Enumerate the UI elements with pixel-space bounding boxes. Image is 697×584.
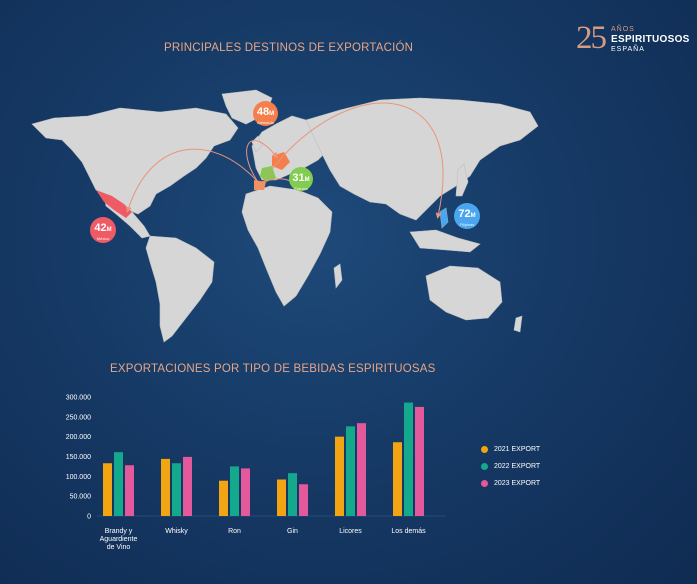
x-tick-label: Gin bbox=[287, 528, 298, 535]
bubble-france: 31M Francia bbox=[289, 167, 313, 191]
bar bbox=[114, 452, 123, 516]
bar bbox=[241, 468, 250, 516]
bar-chart: 0 50.000 100.000 150.000 200.000 250.000 300.0… bbox=[66, 395, 446, 551]
logo-number: 25 bbox=[576, 20, 607, 56]
bar bbox=[335, 436, 344, 516]
legend-item-2021: 2021 EXPORT bbox=[481, 441, 540, 458]
bubble-france-unit: M bbox=[304, 177, 310, 183]
bubble-france-value: 31 bbox=[292, 172, 305, 184]
y-tick-label: 150.000 bbox=[66, 454, 91, 461]
legend-item-2023: 2023 EXPORT bbox=[481, 475, 540, 492]
bar bbox=[230, 466, 239, 516]
logo-line-3: ESPAÑA bbox=[611, 46, 645, 53]
bar bbox=[415, 406, 424, 516]
bar bbox=[288, 473, 297, 516]
bubble-mexico-unit: M bbox=[106, 227, 112, 233]
legend-label-2023: 2023 EXPORT bbox=[494, 480, 541, 487]
legend-swatch-2022 bbox=[481, 463, 488, 470]
legend-swatch-2023 bbox=[481, 480, 488, 487]
y-tick-label: 300.000 bbox=[66, 395, 91, 402]
x-tick-label: Ron bbox=[228, 528, 241, 535]
bubble-germany-country: Alemania bbox=[257, 120, 274, 125]
x-tick-label: Brandy y Aguardiente de Vino bbox=[100, 528, 138, 551]
chart-legend: 2021 EXPORT 2022 EXPORT 2023 EXPORT bbox=[481, 441, 540, 492]
southeast-asia-islands-shape bbox=[409, 229, 481, 253]
bar bbox=[299, 484, 308, 516]
bubble-philippines: 72M Filipinas bbox=[454, 203, 480, 229]
logo-line-1: AÑOS bbox=[611, 26, 635, 33]
australia-shape bbox=[425, 265, 503, 321]
route-mexico bbox=[126, 148, 259, 213]
y-tick-label: 0 bbox=[87, 514, 91, 521]
bar bbox=[404, 402, 413, 516]
legend-label-2022: 2022 EXPORT bbox=[494, 463, 541, 470]
bubble-mexico: 42M México bbox=[90, 217, 116, 243]
spain-highlight bbox=[254, 180, 266, 190]
bubble-philippines-country: Filipinas bbox=[459, 222, 475, 227]
x-tick-label: Licores bbox=[339, 528, 362, 535]
north-america-shape bbox=[31, 107, 239, 215]
bubble-mexico-value: 42 bbox=[94, 222, 107, 234]
y-tick-label: 250.000 bbox=[66, 414, 91, 421]
legend-label-2021: 2021 EXPORT bbox=[494, 446, 541, 453]
y-tick-label: 50.000 bbox=[70, 494, 92, 501]
mexico-highlight bbox=[96, 190, 132, 218]
bubble-mexico-country: México bbox=[96, 236, 110, 241]
bubble-germany-value: 48 bbox=[256, 106, 270, 118]
africa-shape bbox=[241, 185, 333, 307]
bubble-philippines-value: 72 bbox=[458, 208, 471, 220]
bar bbox=[277, 479, 286, 516]
japan-shape bbox=[455, 163, 469, 197]
new-zealand-shape bbox=[513, 315, 523, 333]
legend-swatch-2021 bbox=[481, 446, 488, 453]
chart-title: EXPORTACIONES POR TIPO DE BEBIDAS ESPIRI… bbox=[110, 363, 436, 375]
south-america-shape bbox=[145, 235, 215, 343]
x-tick-label: Whisky bbox=[165, 528, 188, 535]
y-tick-label: 100.000 bbox=[66, 474, 91, 481]
bar bbox=[183, 456, 192, 516]
logo-line-2: ESPIRITUOSOS bbox=[611, 34, 690, 45]
bubble-germany-unit: M bbox=[269, 111, 275, 117]
philippines-highlight bbox=[440, 208, 448, 228]
x-tick-label: Los demás bbox=[391, 528, 426, 535]
bar bbox=[161, 458, 170, 516]
bar bbox=[125, 465, 134, 516]
bar bbox=[346, 426, 355, 516]
bar bbox=[172, 463, 181, 516]
route-philippines bbox=[263, 102, 444, 219]
bar bbox=[103, 463, 112, 516]
y-tick-label: 200.000 bbox=[66, 434, 91, 441]
brand-logo: 25 AÑOS ESPIRITUOSOS ESPAÑA bbox=[576, 20, 690, 56]
map-title: PRINCIPALES DESTINOS DE EXPORTACIÓN bbox=[164, 42, 414, 54]
legend-item-2022: 2022 EXPORT bbox=[481, 458, 540, 475]
route-germany bbox=[246, 140, 278, 183]
bar bbox=[357, 423, 366, 516]
bubble-germany: 48M Alemania bbox=[253, 101, 278, 126]
bubble-philippines-unit: M bbox=[470, 213, 476, 219]
world-map bbox=[31, 89, 539, 343]
bubble-france-country: Francia bbox=[294, 186, 308, 191]
madagascar-shape bbox=[333, 263, 343, 289]
bar bbox=[393, 442, 402, 516]
bar bbox=[219, 480, 228, 516]
